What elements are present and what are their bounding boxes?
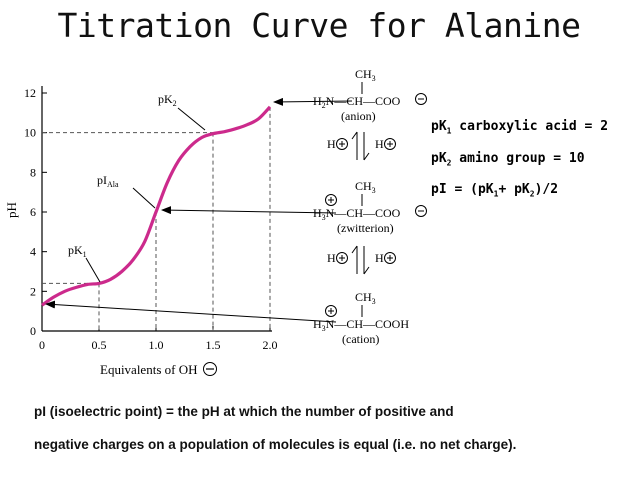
cation-arrow — [45, 300, 337, 323]
x-tick-label: 0 — [39, 338, 45, 352]
svg-text:pIAla: pIAla — [97, 173, 119, 189]
y-axis-label: pH — [4, 202, 19, 218]
svg-text:CH3: CH3 — [355, 67, 376, 83]
pk1-note: pK1 carboxylic acid = 2 — [431, 119, 609, 136]
svg-text:H3N—CH—COOH: H3N—CH—COOH — [313, 317, 409, 333]
y-tick-label: 4 — [30, 245, 36, 259]
anion-structure: CH3 H2N—CH—COO (anion) — [313, 67, 427, 123]
cation-structure: CH3 H3N—CH—COOH (cation) — [313, 290, 409, 346]
titration-curve — [41, 105, 272, 307]
svg-text:CH3: CH3 — [355, 290, 376, 306]
svg-text:pK2: pK2 — [158, 92, 177, 108]
x-tick-label: 0.5 — [92, 338, 107, 352]
svg-text:CH3: CH3 — [355, 179, 376, 195]
zwitterion-arrow — [161, 206, 337, 215]
titration-chart: 0 2 4 6 8 10 12 0 0.5 1.0 1.5 2.0 pH Equivalents o… — [4, 67, 427, 377]
dashed-guides — [42, 106, 271, 331]
y-tick-label: 6 — [30, 205, 36, 219]
pk1-annotation: pK1 — [68, 243, 101, 283]
svg-text:pK1: pK1 — [68, 243, 87, 259]
equilibrium-2: H H — [327, 245, 396, 275]
pk2-note: pK2 amino group = 10 — [431, 151, 585, 168]
pk2-annotation: pK2 — [158, 92, 206, 131]
svg-text:(anion): (anion) — [341, 109, 376, 123]
y-tick-marks: 0 2 4 6 8 10 12 — [24, 86, 47, 338]
y-tick-label: 12 — [24, 86, 36, 100]
y-tick-label: 0 — [30, 324, 36, 338]
x-axis-label: Equivalents of OH — [100, 362, 197, 377]
x-tick-label: 2.0 — [263, 338, 278, 352]
x-tick-marks: 0 0.5 1.0 1.5 2.0 — [39, 326, 278, 352]
svg-text:H: H — [375, 137, 384, 151]
svg-text:(cation): (cation) — [342, 332, 379, 346]
x-tick-label: 1.0 — [149, 338, 164, 352]
anion-arrow — [273, 97, 353, 106]
x-tick-label: 1.5 — [206, 338, 221, 352]
svg-text:(zwitterion): (zwitterion) — [337, 221, 394, 235]
svg-text:H: H — [327, 137, 336, 151]
definition-line-1: pI (isoelectric point) = the pH at which… — [34, 404, 454, 419]
zwitterion-structure: CH3 H3N—CH—COO (zwitterion) — [313, 179, 427, 235]
oh-minus-charge — [203, 362, 217, 376]
svg-text:H: H — [327, 251, 336, 265]
pi-annotation: pIAla — [97, 173, 156, 209]
page-title: Titration Curve for Alanine — [57, 6, 581, 45]
y-tick-label: 2 — [30, 284, 36, 298]
equilibrium-1: H H — [327, 131, 396, 161]
y-tick-label: 10 — [24, 126, 36, 140]
svg-text:H2N—CH—COO: H2N—CH—COO — [313, 94, 401, 110]
svg-text:H3N—CH—COO: H3N—CH—COO — [313, 206, 401, 222]
y-tick-label: 8 — [30, 165, 36, 179]
svg-text:H: H — [375, 251, 384, 265]
pi-note: pI = (pK1+ pK2)/2 — [431, 182, 559, 199]
definition-line-2: negative charges on a population of mole… — [34, 437, 517, 452]
